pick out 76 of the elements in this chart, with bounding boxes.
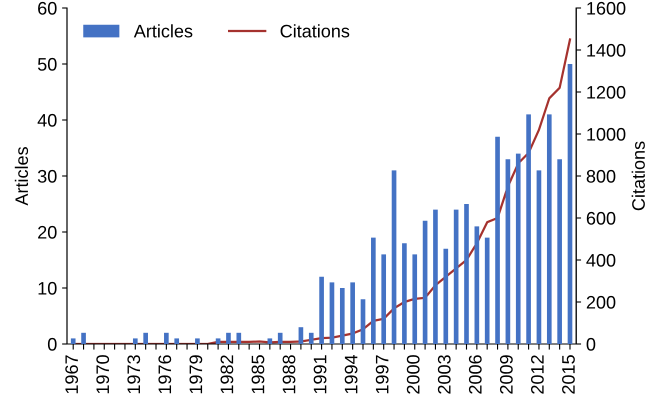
y2-tick-label: 1600 — [587, 2, 626, 15]
y-tick-label: 10 — [38, 282, 57, 295]
y-tick-label: 50 — [38, 58, 57, 71]
y-tick-label: 0 — [48, 338, 57, 351]
bar — [568, 64, 572, 344]
x-tick-label: 1967 — [65, 355, 78, 394]
x-tick-label: 1988 — [282, 355, 296, 394]
bar — [433, 210, 438, 344]
bar — [216, 338, 220, 344]
bar — [81, 332, 86, 344]
x-tick-label: 2015 — [562, 355, 575, 394]
bar — [132, 338, 138, 344]
y2-tick-label: 1000 — [587, 128, 626, 141]
y2-axis-title: Citations — [632, 142, 645, 210]
y-tick-label: 30 — [38, 170, 57, 183]
bar — [454, 210, 458, 344]
bar — [526, 114, 531, 344]
bar — [236, 332, 242, 344]
bar — [340, 288, 345, 344]
y2-tick-label: 200 — [586, 296, 616, 309]
y-axis-title: Articles — [14, 147, 28, 206]
x-tick-label: 1970 — [96, 355, 110, 394]
bar — [516, 154, 521, 344]
bar — [412, 254, 418, 344]
bar — [350, 282, 355, 344]
x-tick-label: 1985 — [252, 355, 264, 394]
bar — [495, 136, 500, 344]
bar — [308, 332, 314, 344]
bar — [443, 248, 448, 344]
x-tick-label: 1997 — [376, 355, 389, 394]
bar — [278, 332, 283, 344]
x-tick-label: 1973 — [127, 355, 140, 394]
y-tick-label: 60 — [38, 2, 57, 15]
bar — [70, 338, 76, 344]
x-tick-label: 1991 — [314, 355, 326, 394]
y-tick-label: 40 — [38, 114, 57, 127]
bar — [557, 159, 562, 344]
legend-label: Citations — [280, 24, 350, 38]
x-tick-label: 1976 — [158, 355, 172, 394]
y2-tick-label: 1400 — [587, 44, 626, 57]
legend-label: Articles — [134, 24, 192, 38]
bar — [546, 114, 552, 344]
bar — [143, 332, 148, 344]
y2-tick-label: 600 — [586, 212, 616, 225]
bar — [371, 238, 376, 344]
bar — [298, 327, 304, 344]
y-tick-label: 20 — [38, 226, 57, 239]
bar — [474, 226, 480, 344]
bar — [195, 338, 200, 344]
bar — [330, 282, 334, 344]
bar — [506, 159, 510, 344]
bar — [360, 299, 366, 344]
bar — [402, 243, 407, 344]
y2-tick-label: 1200 — [587, 86, 626, 99]
x-tick-label: 2006 — [468, 355, 482, 394]
bar — [174, 338, 180, 344]
y2-tick-label: 800 — [586, 170, 616, 183]
bar — [392, 170, 396, 344]
x-tick-label: 1994 — [344, 354, 358, 394]
bar — [226, 332, 231, 344]
bar — [484, 238, 490, 344]
x-tick-label: 1982 — [220, 355, 234, 394]
bar — [464, 204, 469, 344]
x-tick-label: 2003 — [438, 355, 451, 394]
x-tick-label: 2012 — [531, 355, 544, 394]
bar — [422, 220, 428, 344]
bar — [319, 276, 324, 344]
y2-tick-label: 0 — [586, 338, 596, 351]
bar — [268, 338, 272, 344]
bar — [381, 254, 386, 344]
x-tick-label: 1979 — [189, 355, 202, 394]
bar — [536, 170, 542, 344]
x-tick-label: 2000 — [406, 355, 420, 394]
x-tick-label: 2009 — [500, 355, 513, 394]
y2-tick-label: 400 — [586, 254, 616, 267]
bar — [164, 332, 169, 344]
